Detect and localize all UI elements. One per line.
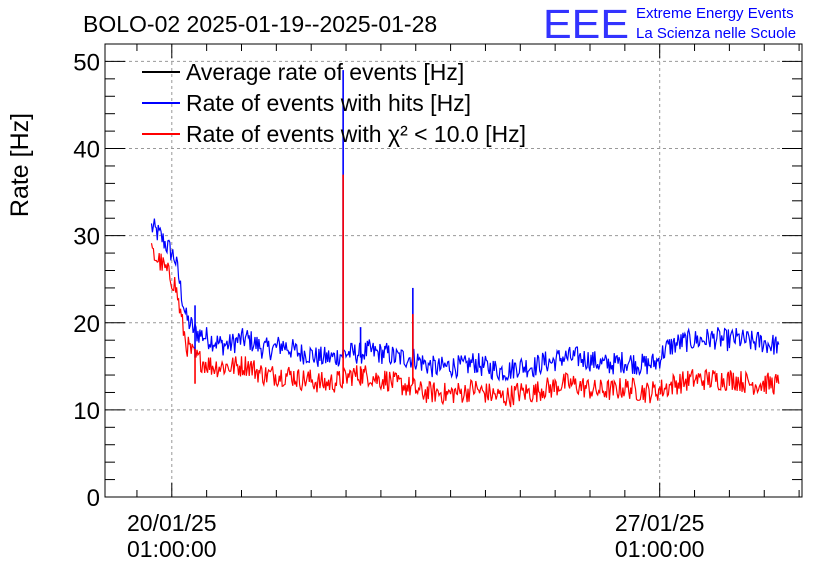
series-layer (150, 70, 780, 408)
eee-logo: EEE Extreme Energy Events La Scienza nel… (543, 1, 796, 47)
y-tick-label: 30 (73, 224, 100, 251)
y-tick-label: 20 (73, 311, 100, 338)
grid (105, 44, 802, 497)
legend: Average rate of events [Hz] Rate of even… (142, 59, 526, 147)
series-hits-line (150, 218, 780, 382)
eee-logo-line2: La Scienza nelle Scuole (636, 25, 796, 42)
series-chi2-line (150, 243, 780, 408)
x-tick-label-date: 20/01/25 (127, 510, 217, 536)
y-tick-label: 40 (73, 137, 100, 164)
x-tick-label-date: 27/01/25 (615, 510, 705, 536)
chart-title: BOLO-02 2025-01-19--2025-01-28 (83, 11, 437, 37)
x-tick-label-time: 01:00:00 (127, 536, 217, 562)
y-tick-labels: 0 10 20 30 40 50 (73, 49, 100, 512)
eee-logo-line1: Extreme Energy Events (636, 5, 794, 22)
y-axis-label: Rate [Hz] (6, 113, 34, 217)
legend-label-average: Average rate of events [Hz] (186, 59, 464, 85)
legend-label-chi2: Rate of events with χ² < 10.0 [Hz] (186, 121, 526, 147)
x-tick-label-time: 01:00:00 (615, 536, 705, 562)
legend-label-hits: Rate of events with hits [Hz] (186, 90, 471, 116)
y-tick-label: 0 (87, 485, 100, 512)
eee-logo-mark: EEE (543, 1, 629, 47)
y-tick-label: 10 (73, 398, 100, 425)
y-tick-label: 50 (73, 49, 100, 76)
axis-ticks (105, 43, 802, 498)
